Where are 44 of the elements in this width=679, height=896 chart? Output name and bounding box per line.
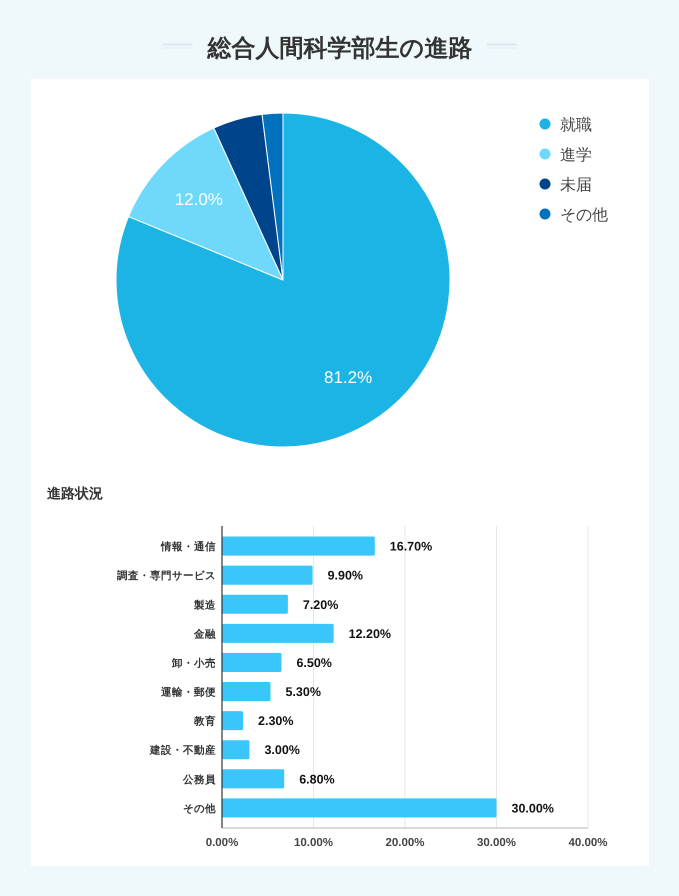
pie-slice bbox=[116, 112, 450, 448]
bar bbox=[222, 624, 334, 643]
data-label: 12.20% bbox=[348, 626, 392, 641]
bar bbox=[222, 652, 282, 672]
x-tick-label: 30.00% bbox=[476, 837, 516, 849]
bar bbox=[222, 566, 313, 585]
bar bbox=[222, 594, 288, 614]
x-tick-label: 20.00% bbox=[385, 837, 425, 849]
bar bbox=[222, 711, 244, 730]
data-label: 12.0% bbox=[174, 190, 223, 209]
legend-label: 未届 bbox=[560, 176, 592, 194]
legend-label: 進学 bbox=[560, 146, 592, 164]
bar bbox=[222, 798, 496, 818]
bar bbox=[222, 769, 284, 788]
y-tick-label: 教育 bbox=[193, 714, 216, 728]
x-tick-label: 0.00% bbox=[206, 837, 238, 849]
y-tick-label: 情報・通信 bbox=[160, 540, 216, 554]
y-tick-label: 運輸・郵便 bbox=[160, 686, 216, 699]
y-tick-label: 公務員 bbox=[182, 772, 217, 786]
data-label: 7.20% bbox=[302, 598, 338, 612]
y-tick-label: 卸・小売 bbox=[171, 656, 216, 670]
y-tick-label: その他 bbox=[183, 802, 217, 815]
bar bbox=[222, 740, 250, 760]
y-tick-label: 調査・専門サービス bbox=[117, 569, 216, 582]
legend-label: その他 bbox=[560, 207, 608, 224]
x-tick-label: 10.00% bbox=[294, 837, 334, 849]
chart-title: 総合人間科学部生の進路 bbox=[206, 35, 472, 62]
legend-label: 就職 bbox=[560, 116, 592, 134]
data-label: 16.70% bbox=[390, 540, 432, 554]
x-tick-label: 40.00% bbox=[568, 837, 608, 849]
data-label: 3.00% bbox=[264, 743, 300, 758]
data-label: 6.50% bbox=[296, 656, 332, 670]
y-tick-label: 製造 bbox=[193, 598, 217, 612]
text: 進路状況 bbox=[46, 485, 103, 501]
data-label: 30.00% bbox=[512, 801, 554, 816]
bar bbox=[222, 536, 375, 556]
y-tick-label: 金融 bbox=[193, 627, 217, 640]
data-label: 5.30% bbox=[285, 685, 321, 700]
y-tick-label: 建設・不動産 bbox=[149, 744, 216, 757]
data-label: 2.30% bbox=[258, 714, 294, 728]
data-label: 81.2% bbox=[324, 368, 372, 388]
data-label: 9.90% bbox=[328, 568, 364, 583]
bar bbox=[222, 682, 270, 702]
data-label: 6.80% bbox=[299, 772, 335, 786]
